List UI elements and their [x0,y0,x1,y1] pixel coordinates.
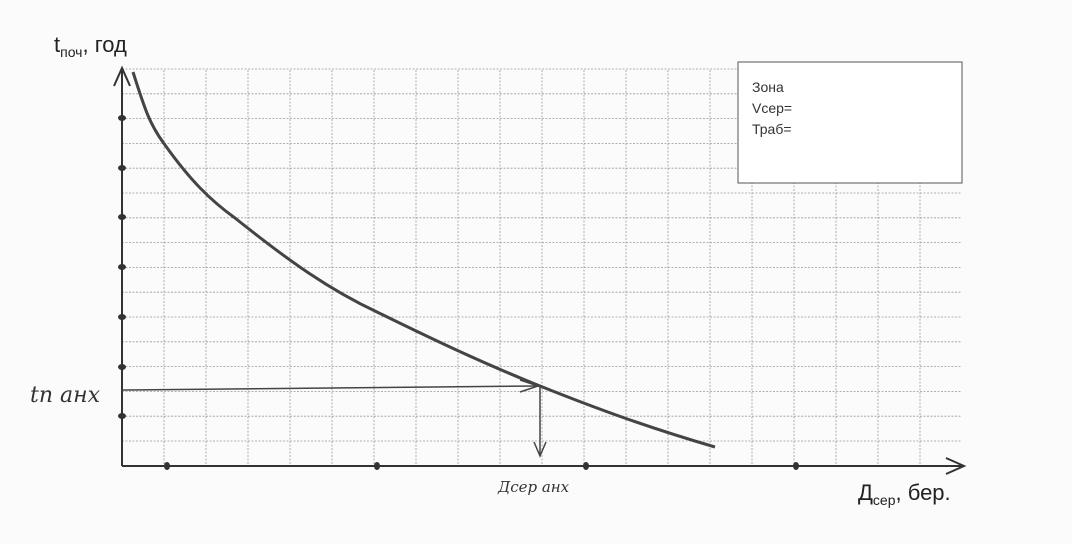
x-axis-arrow [945,457,967,475]
axis-dot [118,314,126,320]
axis-dot [583,462,589,470]
y-label-main: t [54,32,60,57]
t-marker-line [121,385,539,391]
x-label-rest: , бер. [895,480,950,505]
axis-dots [118,115,799,470]
y-label-sub: поч [60,44,82,60]
legend-line: Зона [752,79,784,95]
legend-line: Vсер= [752,100,792,116]
axis-dot [118,165,126,171]
y-label-rest: , год [82,32,127,57]
axis-dot [793,462,799,470]
axis-dot [164,462,170,470]
x-label-sub: сер [873,492,896,508]
axis-dot [118,413,126,419]
legend-box [737,61,963,184]
x-label-main: Д [858,480,873,505]
d-marker-arrow [533,441,547,458]
legend-line: Траб= [752,121,792,137]
t-marker-arrow [519,379,541,393]
axis-dot [118,264,126,270]
axis-dot [118,214,126,220]
y-axis-arrow [113,65,131,87]
y-axis-label: tпоч, год [54,32,127,60]
d-marker-label: Дсер анх [497,478,570,496]
x-axis-label: Дсер, бер. [858,480,951,508]
t-marker-label: tп анх [30,383,101,408]
curve [131,71,716,449]
axis-dot [374,462,380,470]
axis-dot [118,364,126,370]
axis-dot [118,115,126,121]
